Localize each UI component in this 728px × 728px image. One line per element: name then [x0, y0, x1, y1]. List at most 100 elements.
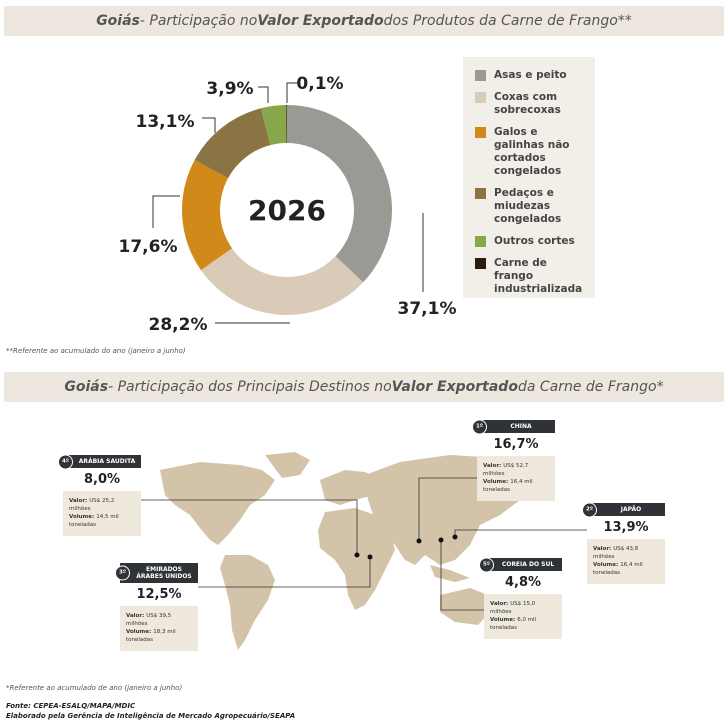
value-text: US$ 15,0 milhões [490, 601, 536, 615]
value-key: Valor: [69, 498, 88, 504]
title-part: Goiás [96, 13, 140, 29]
rank-badge: 3º [115, 565, 130, 581]
value-label: 0,1% [296, 74, 343, 94]
value-key: Valor: [483, 463, 502, 469]
value-row: Valor: US$ 52,7 milhões [483, 462, 549, 478]
destination-name: JAPÃO [620, 506, 642, 513]
leader-line [286, 82, 298, 103]
donut-segment [194, 108, 271, 179]
legend-label: Coxas com sobrecoxas [494, 91, 561, 116]
legend: Asas e peito Coxas com sobrecoxas Galos e … [463, 57, 595, 298]
card-details: Valor: US$ 52,7 milhões Volume: 16,4 mil to… [477, 456, 555, 501]
volume-text: 16,4 mil toneladas [483, 479, 533, 493]
title-part: dos Produtos da Carne de Frango** [383, 13, 632, 29]
legend-item: Outros cortes [475, 235, 587, 248]
title-part: Goiás [64, 379, 109, 395]
rank-badge: 5º [479, 557, 494, 572]
card-details: Valor: US$ 39,5 milhões Volume: 18,3 mil to… [120, 606, 198, 651]
volume-row: Volume: 6,0 mil toneladas [490, 616, 556, 632]
card-header: 1º CHINA [472, 419, 555, 434]
value-text: US$ 39,5 milhões [126, 613, 172, 627]
value-label: 3,9% [206, 79, 253, 99]
destination-card: 2º JAPÃO 13,9% Valor: US$ 43,8 milhões Volume… [582, 502, 665, 584]
map-dot [367, 554, 373, 560]
donut-segment [200, 248, 364, 315]
legend-swatch [475, 127, 486, 138]
legend-swatch [475, 70, 486, 81]
value-row: Valor: US$ 39,5 milhões [126, 612, 192, 628]
card-details: Valor: US$ 15,0 milhões Volume: 6,0 mil ton… [484, 594, 562, 639]
rank-badge: 2º [582, 502, 597, 517]
map-dot [438, 537, 444, 543]
title-part: Valor Exportado [391, 379, 518, 395]
legend-item: Galos e galinhas não cortados congelados [475, 126, 587, 178]
destination-name: COREIA DO SUL [501, 561, 555, 568]
destination-card: 5º COREIA DO SUL 4,8% Valor: US$ 15,0 milhõe… [479, 557, 562, 639]
title-part: - Participação dos Principais Destinos n… [108, 379, 392, 395]
legend-item: Pedaços e miudezas congelados [475, 187, 587, 226]
value-text: US$ 52,7 milhões [483, 463, 529, 477]
chart-title: Goiás - Participação no Valor Exportado … [4, 6, 724, 36]
footnote: *Referente ao acumulado de ano (janeiro … [6, 684, 183, 692]
legend-label: Outros cortes [494, 235, 575, 247]
card-header: 5º COREIA DO SUL [479, 557, 562, 572]
donut-segment [181, 159, 233, 271]
world-map [160, 452, 550, 650]
volume-text: 6,0 mil toneladas [490, 617, 537, 631]
volume-key: Volume: [593, 562, 619, 568]
donut-segment [287, 105, 393, 283]
map-dot [416, 538, 422, 544]
volume-row: Volume: 14,5 mil toneladas [69, 513, 135, 529]
volume-key: Volume: [490, 617, 516, 623]
rank-badge: 1º [472, 419, 487, 434]
legend-swatch [475, 92, 486, 103]
map-leader [418, 477, 477, 541]
map-dot [354, 552, 360, 558]
share: 16,7% [477, 433, 555, 456]
value-row: Valor: US$ 43,8 milhões [593, 545, 659, 561]
card-details: Valor: US$ 25,2 milhões Volume: 14,5 mil to… [63, 491, 141, 536]
leader-line [202, 117, 216, 133]
volume-key: Volume: [483, 479, 509, 485]
volume-row: Volume: 16,4 mil toneladas [483, 478, 549, 494]
volume-text: 18,3 mil toneladas [126, 629, 176, 643]
value-row: Valor: US$ 15,0 milhões [490, 600, 556, 616]
volume-key: Volume: [69, 514, 95, 520]
legend-item: Coxas com sobrecoxas [475, 91, 587, 117]
value-label: 28,2% [149, 315, 208, 335]
value-label: 37,1% [398, 299, 457, 319]
legend-label: Pedaços e miudezas congelados [494, 187, 562, 225]
donut-segment [286, 105, 287, 144]
value-key: Valor: [593, 546, 612, 552]
map-title: Goiás - Participação dos Principais Dest… [4, 372, 724, 402]
destination-card: 4º ARÁBIA SAUDITA 8,0% Valor: US$ 25,2 milhõ… [58, 454, 141, 536]
map-dot [452, 534, 458, 540]
legend-label: Asas e peito [494, 69, 567, 81]
legend-item: Asas e peito [475, 69, 587, 82]
card-header: 3º EMIRADOS ÁRABES UNIDOS [115, 563, 198, 583]
legend-label: Carne de frango industrializada [494, 257, 583, 295]
value-key: Valor: [490, 601, 509, 607]
leader-line [152, 195, 180, 228]
footnote: **Referente ao acumulado do ano (janeiro… [6, 347, 186, 355]
leader-line [258, 86, 269, 103]
destination-name: ARÁBIA SAUDITA [78, 458, 136, 465]
share: 12,5% [120, 583, 198, 606]
volume-key: Volume: [126, 629, 152, 635]
map-leader [440, 540, 484, 611]
destination-name: EMIRADOS ÁRABES UNIDOS [136, 566, 192, 580]
card-details: Valor: US$ 43,8 milhões Volume: 16,4 mil to… [587, 539, 665, 584]
card-header: 2º JAPÃO [582, 502, 665, 517]
destination-card: 3º EMIRADOS ÁRABES UNIDOS 12,5% Valor: US$ 3… [115, 563, 198, 651]
legend-swatch [475, 188, 486, 199]
rank-badge: 4º [58, 454, 73, 469]
volume-text: 16,4 mil toneladas [593, 562, 643, 576]
value-row: Valor: US$ 25,2 milhões [69, 497, 135, 513]
legend-swatch [475, 258, 486, 269]
title-part: Valor Exportado [257, 13, 384, 29]
source: Elaborado pela Gerência de Inteligência … [6, 712, 296, 720]
title-part: - Participação no [139, 13, 258, 29]
value-label: 17,6% [119, 237, 178, 257]
